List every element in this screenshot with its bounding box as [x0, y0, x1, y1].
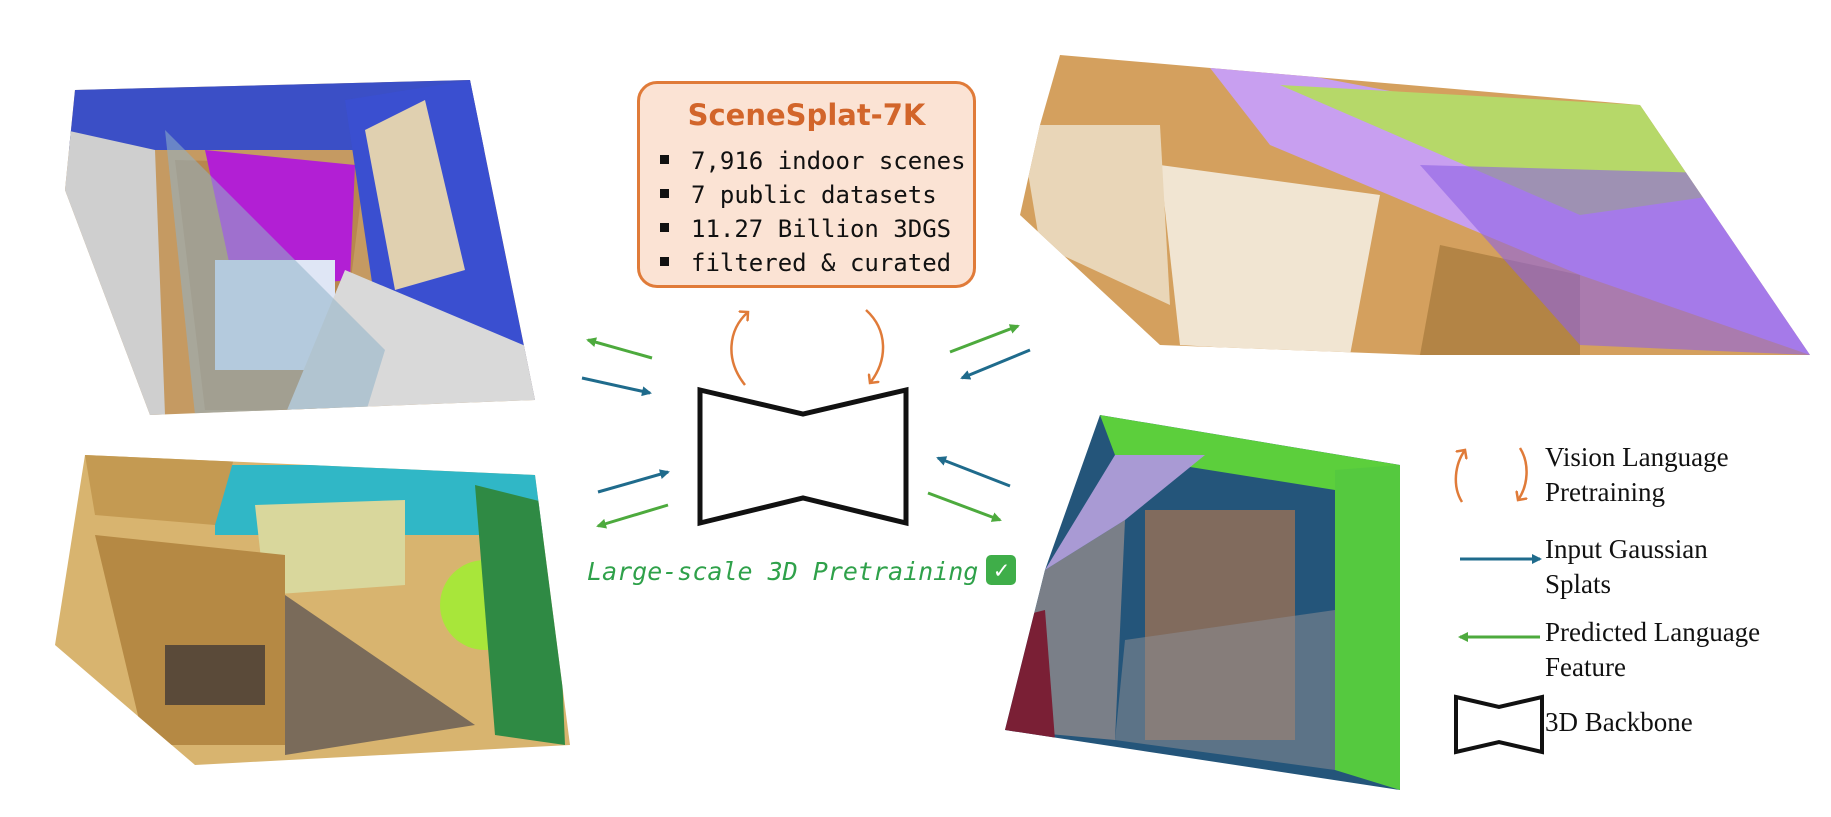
bullet-square-icon — [660, 155, 669, 164]
pretraining-caption-text: Large-scale 3D Pretraining — [587, 557, 978, 586]
legend-vision-language-up-icon — [1456, 450, 1465, 502]
dataset-fact: 7 public datasets — [660, 178, 966, 212]
bullet-square-icon — [660, 257, 669, 266]
dataset-facts-list: 7,916 indoor scenes 7 public datasets 11… — [660, 144, 966, 280]
dataset-fact: filtered & curated — [660, 246, 966, 280]
backbone-shape — [700, 390, 906, 523]
predicted-arrow-bottom-left — [598, 505, 668, 526]
dataset-fact: 7,916 indoor scenes — [660, 144, 966, 178]
pretraining-arrow-up — [731, 312, 748, 385]
dataset-fact: 11.27 Billion 3DGS — [660, 212, 966, 246]
legend-vision-language-down-icon — [1518, 448, 1527, 500]
legend-predicted-feature-label: Predicted Language Feature — [1545, 615, 1760, 685]
legend-input-splats-label: Input Gaussian Splats — [1545, 532, 1708, 602]
dataset-title: SceneSplat-7K — [640, 98, 973, 132]
predicted-arrow-top-right — [950, 326, 1018, 352]
legend-vision-language-label: Vision Language Pretraining — [1545, 440, 1729, 510]
dataset-info-box: SceneSplat-7K 7,916 indoor scenes 7 publ… — [637, 81, 976, 288]
bullet-square-icon — [660, 223, 669, 232]
input-arrow-top-left — [582, 378, 650, 393]
input-arrow-bottom-left — [598, 472, 668, 492]
legend-backbone-icon — [1456, 697, 1542, 752]
pretraining-arrow-down — [866, 310, 883, 383]
check-mark-icon: ✓ — [986, 555, 1016, 585]
predicted-arrow-top-left — [588, 340, 652, 358]
pretraining-caption: Large-scale 3D Pretraining ✓ — [587, 557, 1016, 588]
predicted-arrow-bottom-right — [928, 493, 1000, 520]
input-arrow-bottom-right — [938, 458, 1010, 486]
input-arrow-top-right — [962, 350, 1030, 378]
bullet-square-icon — [660, 189, 669, 198]
legend-backbone-label: 3D Backbone — [1545, 705, 1693, 740]
